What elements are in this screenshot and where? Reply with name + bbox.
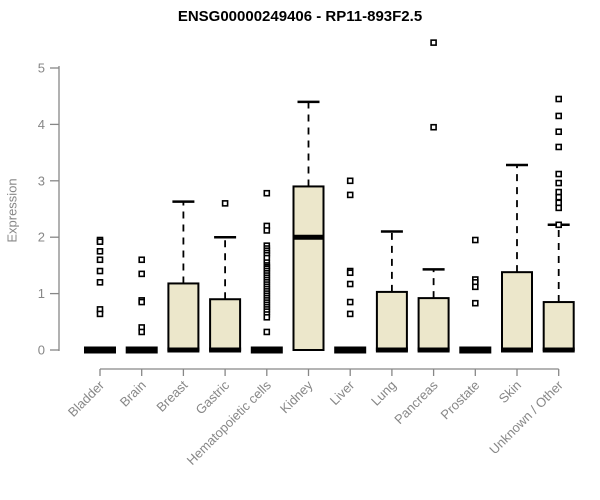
box-unknown-other (542, 301, 575, 351)
outlier-point-brain (138, 256, 145, 264)
outlier-point-bladder (96, 238, 104, 246)
outlier-point-unknown-other (555, 128, 563, 136)
collapsed-box-bladder (84, 346, 116, 354)
collapsed-box-prostate (459, 346, 492, 354)
x-category-label: Brain (117, 378, 149, 410)
outlier-point-hematopoietic-cells (263, 328, 271, 336)
x-category-label: Pancreas (391, 377, 441, 427)
y-tick-label: 3 (38, 173, 45, 188)
outlier-point-unknown-other (555, 204, 563, 212)
outlier-point-unknown-other (555, 193, 563, 201)
collapsed-box-hematopoietic-cells (250, 346, 283, 354)
box-lung (375, 290, 408, 351)
outlier-point-unknown-other (555, 95, 563, 103)
outlier-point-bladder (96, 267, 104, 275)
outlier-point-liver (346, 280, 354, 288)
outlier-point-prostate (471, 283, 479, 291)
outlier-point-unknown-other (555, 199, 563, 207)
y-tick-label: 2 (38, 230, 45, 245)
outlier-point-unknown-other (555, 170, 563, 178)
outlier-point-gastric (221, 200, 229, 207)
outlier-point-bladder (96, 256, 104, 264)
outlier-point-prostate (471, 299, 479, 307)
chart-title: ENSG00000249406 - RP11-893F2.5 (177, 8, 423, 25)
y-tick-label: 5 (38, 61, 45, 76)
y-tick-label: 4 (38, 117, 45, 132)
outlier-point-hematopoietic-cells (263, 227, 271, 234)
outlier-point-pancreas (430, 123, 437, 131)
outlier-point-hematopoietic-cells (263, 313, 271, 321)
box-gastric (209, 298, 242, 351)
outlier-point-bladder (96, 279, 104, 286)
outlier-point-pancreas (430, 39, 437, 46)
x-category-label: Breast (153, 377, 190, 414)
x-category-label: Unknown / Other (486, 377, 566, 457)
collapsed-box-brain (125, 346, 158, 354)
x-category-label: Gastric (193, 377, 233, 417)
outlier-point-brain (138, 270, 145, 278)
outlier-point-liver (346, 298, 354, 306)
box-breast (167, 282, 200, 351)
x-category-label: Kidney (277, 377, 316, 416)
outlier-point-brain (138, 328, 145, 336)
outlier-point-liver (346, 177, 354, 185)
outlier-point-unknown-other (555, 221, 563, 229)
outlier-point-liver (346, 269, 354, 277)
outlier-point-liver (346, 310, 354, 318)
x-category-label: Skin (496, 378, 524, 406)
box-skin (501, 271, 533, 351)
x-category-label: Lung (368, 378, 399, 409)
outlier-point-unknown-other (555, 188, 563, 196)
x-category-label: Bladder (65, 377, 108, 420)
collapsed-box-liver (334, 346, 367, 354)
outlier-point-unknown-other (555, 143, 563, 151)
x-category-label: Prostate (438, 378, 483, 423)
y-tick-label: 1 (38, 286, 45, 301)
outlier-point-brain (138, 298, 145, 306)
outlier-point-liver (346, 191, 354, 199)
outlier-point-unknown-other (555, 112, 563, 120)
y-tick-label: 0 (38, 343, 45, 358)
outlier-point-prostate (471, 236, 479, 244)
box-pancreas (417, 297, 450, 351)
outlier-point-unknown-other (555, 179, 563, 187)
outlier-point-hematopoietic-cells (263, 189, 271, 197)
box-kidney (292, 185, 325, 351)
outlier-point-bladder (96, 248, 104, 255)
x-category-label: Liver (327, 377, 358, 408)
outlier-point-bladder (96, 310, 104, 318)
